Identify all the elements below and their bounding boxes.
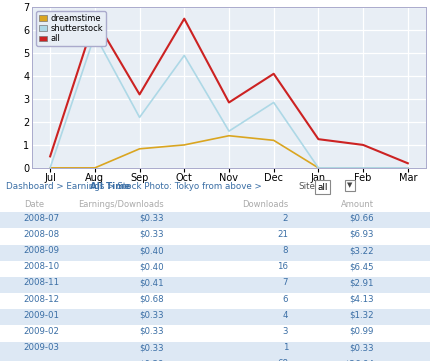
Bar [0, 229, 430, 245]
Text: $4.13: $4.13 [350, 295, 374, 304]
Text: 2008-11: 2008-11 [24, 278, 60, 287]
Text: 2008-08: 2008-08 [24, 230, 60, 239]
Text: 7: 7 [283, 278, 288, 287]
Text: 2009-03: 2009-03 [24, 343, 60, 352]
Text: 16: 16 [277, 262, 288, 271]
Text: $6.45: $6.45 [350, 262, 374, 271]
Bar [0, 309, 430, 326]
Text: 8: 8 [283, 246, 288, 255]
Text: 4: 4 [283, 311, 288, 320]
Text: 2: 2 [283, 214, 288, 223]
Text: $0.33: $0.33 [139, 343, 163, 352]
Bar [0, 277, 430, 293]
Text: $26.94: $26.94 [344, 359, 374, 361]
Text: Amount: Amount [341, 200, 374, 209]
Text: 2008-07: 2008-07 [24, 214, 60, 223]
Bar [0, 245, 430, 261]
Text: Downloads: Downloads [242, 200, 288, 209]
Text: $0.68: $0.68 [139, 295, 163, 304]
Text: 2008-09: 2008-09 [24, 246, 60, 255]
Text: $0.41: $0.41 [139, 278, 163, 287]
Text: Earnings/Downloads: Earnings/Downloads [78, 200, 163, 209]
Text: 3: 3 [283, 327, 288, 336]
Text: 68: 68 [277, 359, 288, 361]
Bar [0, 342, 430, 358]
Legend: dreamstime, shutterstock, all: dreamstime, shutterstock, all [37, 12, 106, 46]
Text: $0.33: $0.33 [350, 343, 374, 352]
Text: 1: 1 [283, 343, 288, 352]
Text: $0.39: $0.39 [139, 359, 163, 361]
Text: $0.40: $0.40 [139, 246, 163, 255]
Bar [0, 358, 430, 361]
Text: $0.33: $0.33 [139, 327, 163, 336]
Text: $0.99: $0.99 [350, 327, 374, 336]
Text: $3.22: $3.22 [350, 246, 374, 255]
Text: 2008-12: 2008-12 [24, 295, 60, 304]
Text: $0.33: $0.33 [139, 230, 163, 239]
Text: $1.32: $1.32 [350, 311, 374, 320]
Text: 21: 21 [277, 230, 288, 239]
Text: $0.33: $0.33 [139, 311, 163, 320]
Bar [0, 293, 430, 309]
Text: $0.66: $0.66 [350, 214, 374, 223]
Bar [0, 212, 430, 229]
Bar [0, 326, 430, 342]
Text: All Time: All Time [90, 182, 131, 191]
Text: 2009-01: 2009-01 [24, 311, 60, 320]
Text: 2008-10: 2008-10 [24, 262, 60, 271]
Text: Dashboard > Earnings > Stock Photo: Tokyo from above >: Dashboard > Earnings > Stock Photo: Toky… [6, 182, 265, 191]
Text: $6.93: $6.93 [350, 230, 374, 239]
Text: Site:: Site: [299, 182, 319, 191]
Text: $2.91: $2.91 [350, 278, 374, 287]
Bar [0, 261, 430, 277]
Text: all: all [317, 183, 328, 192]
Text: $0.40: $0.40 [139, 262, 163, 271]
Text: $0.33: $0.33 [139, 214, 163, 223]
Text: Date: Date [24, 200, 44, 209]
Text: 6: 6 [283, 295, 288, 304]
Text: 2009-02: 2009-02 [24, 327, 60, 336]
Text: ▼: ▼ [347, 183, 353, 188]
